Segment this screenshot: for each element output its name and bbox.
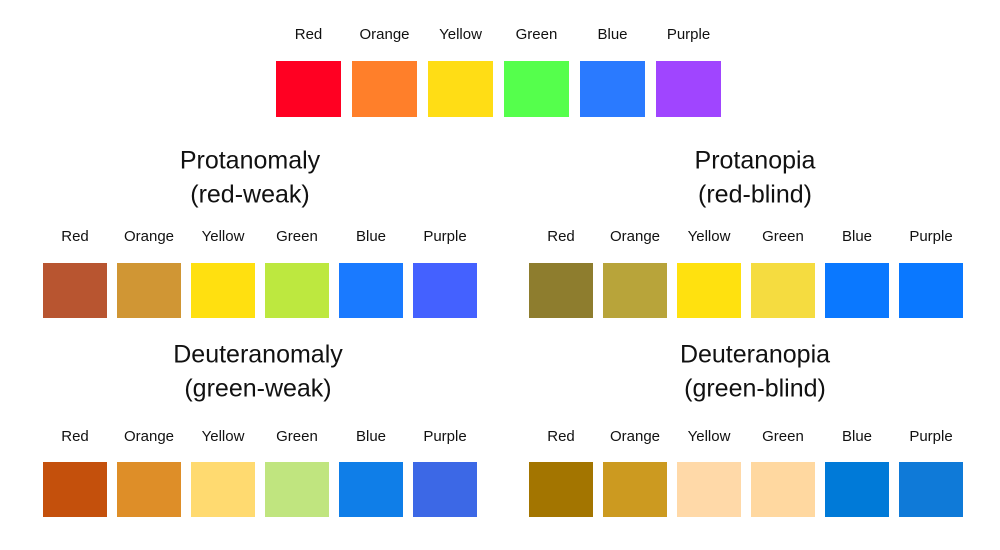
color-swatch xyxy=(825,462,889,517)
color-label: Green xyxy=(762,428,804,445)
color-label: Red xyxy=(547,228,575,245)
color-label: Blue xyxy=(356,428,386,445)
panel-title: Protanomaly xyxy=(180,147,321,175)
color-swatch xyxy=(352,61,417,117)
color-label: Purple xyxy=(423,228,466,245)
color-swatch xyxy=(825,263,889,318)
color-swatch xyxy=(529,263,593,318)
color-swatch xyxy=(751,462,815,517)
color-swatch xyxy=(191,462,255,517)
color-label: Blue xyxy=(597,26,627,43)
color-label: Red xyxy=(61,228,89,245)
color-swatch xyxy=(117,263,181,318)
color-swatch xyxy=(899,462,963,517)
color-swatch xyxy=(529,462,593,517)
color-swatch xyxy=(265,462,329,517)
color-label: Purple xyxy=(909,228,952,245)
color-label: Orange xyxy=(610,228,660,245)
color-label: Blue xyxy=(842,228,872,245)
panel-title: (red-weak) xyxy=(190,181,309,209)
color-swatch xyxy=(603,462,667,517)
color-swatch xyxy=(265,263,329,318)
color-label: Green xyxy=(276,228,318,245)
color-swatch xyxy=(276,61,341,117)
color-label: Orange xyxy=(359,26,409,43)
color-label: Red xyxy=(547,428,575,445)
panel-title: (green-blind) xyxy=(684,375,826,403)
color-label: Yellow xyxy=(439,26,482,43)
color-label: Green xyxy=(516,26,558,43)
color-swatch xyxy=(339,263,403,318)
color-swatch xyxy=(504,61,569,117)
color-label: Yellow xyxy=(688,428,731,445)
color-swatch xyxy=(428,61,493,117)
color-label: Orange xyxy=(124,228,174,245)
color-label: Purple xyxy=(667,26,710,43)
color-label: Blue xyxy=(842,428,872,445)
color-label: Red xyxy=(61,428,89,445)
color-swatch xyxy=(751,263,815,318)
color-swatch xyxy=(413,462,477,517)
color-swatch xyxy=(191,263,255,318)
color-label: Blue xyxy=(356,228,386,245)
color-swatch xyxy=(656,61,721,117)
color-swatch xyxy=(339,462,403,517)
panel-title: Deuteranopia xyxy=(680,341,830,369)
color-swatch xyxy=(603,263,667,318)
panel-title: Protanopia xyxy=(695,147,816,175)
color-swatch xyxy=(677,462,741,517)
color-swatch xyxy=(413,263,477,318)
color-label: Yellow xyxy=(202,228,245,245)
color-label: Purple xyxy=(909,428,952,445)
color-label: Orange xyxy=(124,428,174,445)
panel-title: (red-blind) xyxy=(698,181,812,209)
color-swatch xyxy=(117,462,181,517)
color-swatch xyxy=(43,462,107,517)
color-label: Green xyxy=(762,228,804,245)
color-label: Orange xyxy=(610,428,660,445)
color-swatch xyxy=(899,263,963,318)
color-label: Yellow xyxy=(688,228,731,245)
color-label: Red xyxy=(295,26,323,43)
color-label: Purple xyxy=(423,428,466,445)
color-label: Green xyxy=(276,428,318,445)
color-label: Yellow xyxy=(202,428,245,445)
color-swatch xyxy=(677,263,741,318)
color-swatch xyxy=(580,61,645,117)
color-swatch xyxy=(43,263,107,318)
panel-title: (green-weak) xyxy=(184,375,331,403)
panel-title: Deuteranomaly xyxy=(173,341,343,369)
